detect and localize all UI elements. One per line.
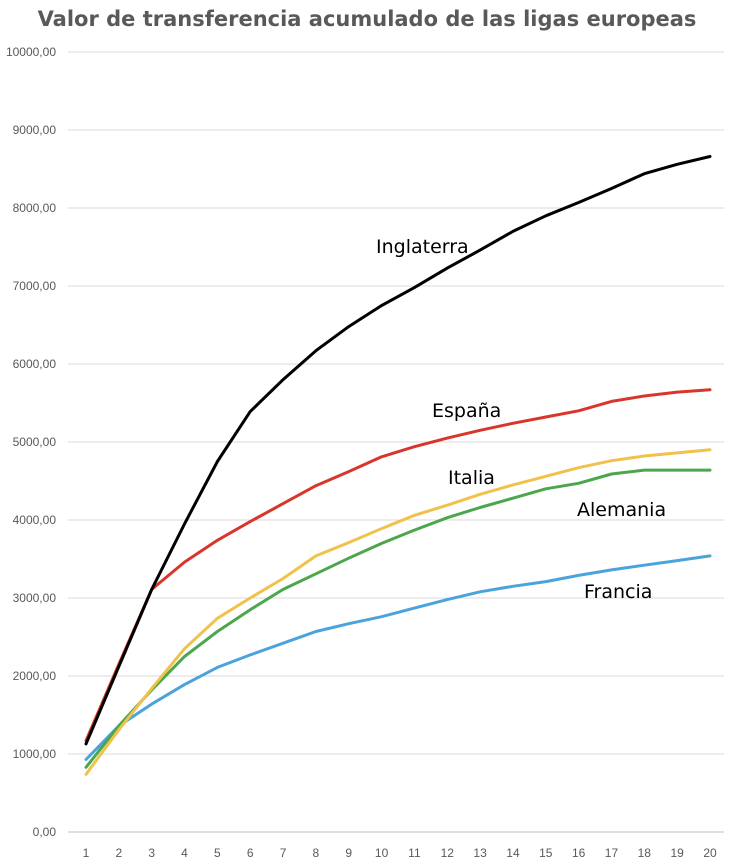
x-tick-label: 14 [506,846,520,860]
x-tick-label: 11 [408,846,421,860]
y-tick-label: 2000,00 [13,669,57,683]
y-axis-tick-labels: 0,00 1000,00 2000,00 3000,00 4000,00 5000,00 6… [6,45,56,839]
x-tick-label: 2 [115,846,122,860]
y-tick-label: 0,00 [33,825,57,839]
x-tick-label: 15 [539,846,553,860]
x-tick-label: 16 [572,846,586,860]
y-tick-label: 7000,00 [13,279,57,293]
x-tick-label: 19 [670,846,684,860]
x-tick-label: 18 [638,846,652,860]
series-label-inglaterra: Inglaterra [376,236,469,258]
x-tick-label: 7 [280,846,287,860]
series-line-espana [84,388,712,743]
y-tick-label: 9000,00 [13,123,57,137]
x-tick-label: 12 [441,846,455,860]
chart-title: Valor de transferencia acumulado de las … [38,7,697,31]
series-line-italia [84,448,712,776]
y-tick-label: 8000,00 [13,201,57,215]
x-tick-label: 5 [214,846,221,860]
series-label-francia: Francia [584,581,652,603]
gridlines [68,51,724,833]
y-tick-label: 1000,00 [13,747,57,761]
x-tick-label: 17 [605,846,619,860]
series-line-inglaterra [84,155,712,746]
x-tick-label: 20 [703,846,717,860]
x-tick-label: 10 [375,846,389,860]
series-labels: Inglaterra España Italia Alemania Francia [376,236,666,603]
series-line-alemania [84,468,712,769]
y-tick-label: 4000,00 [13,513,57,527]
y-tick-label: 10000,00 [6,45,56,59]
x-tick-label: 6 [247,846,254,860]
series-line-francia [84,554,712,761]
x-tick-label: 4 [181,846,188,860]
x-tick-label: 3 [148,846,155,860]
y-tick-label: 6000,00 [13,357,57,371]
series-label-espana: España [432,400,501,422]
x-axis-tick-labels: 1 2 3 4 5 6 7 8 9 10 11 12 13 14 15 16 17 18 19 20 [83,846,717,860]
x-tick-label: 9 [345,846,352,860]
series-label-alemania: Alemania [577,499,666,521]
series-label-italia: Italia [448,467,495,489]
y-tick-label: 5000,00 [13,435,57,449]
x-tick-label: 1 [83,846,90,860]
y-tick-label: 3000,00 [13,591,57,605]
x-tick-label: 13 [473,846,487,860]
series-lines [84,155,712,776]
x-tick-label: 8 [313,846,320,860]
